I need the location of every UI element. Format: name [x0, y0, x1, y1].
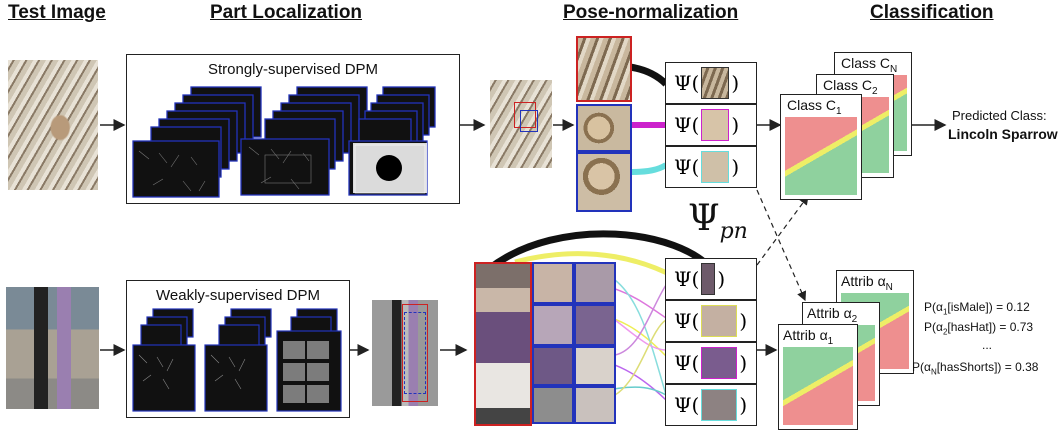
psi-thumb-person-3	[701, 347, 738, 379]
strongly-supervised-dpm-label: Strongly-supervised DPM	[207, 61, 379, 78]
psi-label: Ψ(	[674, 267, 700, 291]
psi-close: )	[731, 71, 740, 95]
psi-label: Ψ(	[674, 113, 700, 137]
psi-close: )	[739, 393, 748, 417]
predicted-class-value: Lincoln Sparrow	[948, 126, 1058, 142]
class-card-label: Class C	[841, 55, 891, 71]
prob-text: P(α	[924, 320, 943, 334]
prob-text: P(α	[912, 360, 931, 374]
psi-row-top-2: Ψ( )	[665, 104, 757, 146]
dpm-filter-stacks-top	[132, 86, 436, 198]
class-card-label: Class C	[787, 97, 837, 113]
psi-thumb-bird-1	[701, 67, 730, 99]
localized-people-image	[372, 300, 438, 406]
person-part-7	[532, 386, 574, 424]
psi-row-top-3: Ψ( )	[665, 146, 757, 188]
psi-close: )	[717, 267, 726, 291]
prob-sub: 1	[942, 307, 948, 317]
person-part-2	[574, 262, 616, 304]
prob-sub: 2	[942, 327, 948, 337]
psi-pn-symbol: Ψpn	[688, 198, 748, 244]
person-part-8	[574, 386, 616, 424]
psi-label: Ψ(	[674, 155, 700, 179]
attrib-card-label: Attrib α	[783, 327, 828, 343]
class-panel-1	[785, 117, 857, 195]
person-blue-boxes	[404, 312, 426, 394]
class-card-sub: 2	[872, 85, 878, 97]
psi-row-top-1: Ψ( )	[665, 62, 757, 104]
psi-pn-subscript: pn	[719, 219, 748, 244]
person-part-4	[574, 304, 616, 346]
bird-part-crop-1	[576, 36, 632, 102]
dpm-filter-stacks-bottom	[132, 308, 342, 412]
bird-blue-part-box	[520, 110, 538, 132]
prob-sub: N	[930, 367, 937, 377]
psi-label: Ψ(	[674, 351, 700, 375]
probability-line-3: ...	[982, 338, 992, 352]
weakly-supervised-dpm-panel: Weakly-supervised DPM	[126, 280, 350, 418]
weakly-supervised-dpm-label: Weakly-supervised DPM	[156, 287, 320, 304]
person-part-5	[532, 346, 574, 386]
header-classification: Classification	[870, 2, 994, 23]
attrib-card-label: Attrib α	[807, 305, 852, 321]
psi-label: Ψ(	[674, 393, 700, 417]
prob-text: ...	[982, 338, 993, 352]
prob-rest: [isMale]) = 0.12	[947, 300, 1030, 314]
class-card-ellipsis: ...	[836, 76, 848, 92]
psi-close: )	[731, 113, 740, 137]
prob-rest: [hasHat]) = 0.73	[947, 320, 1034, 334]
attrib-card-label: Attrib α	[841, 273, 886, 289]
psi-label: Ψ(	[674, 71, 700, 95]
bird-red-part-box	[514, 102, 536, 128]
psi-row-bottom-1: Ψ( )	[665, 258, 757, 300]
prob-rest: [hasShorts]) = 0.38	[936, 360, 1039, 374]
header-test-image: Test Image	[8, 2, 106, 23]
class-card-sub: 1	[836, 105, 842, 117]
psi-close: )	[739, 351, 748, 375]
psi-thumb-bird-3	[701, 151, 730, 183]
psi-row-bottom-2: Ψ( )	[665, 300, 757, 342]
psi-label: Ψ(	[674, 309, 700, 333]
psi-thumb-bird-2	[701, 109, 730, 141]
person-full-crop	[474, 262, 532, 426]
test-image-people	[6, 287, 99, 409]
psi-row-bottom-3: Ψ( )	[665, 342, 757, 384]
probability-line-4: P(αN[hasShorts]) = 0.38	[912, 360, 1038, 376]
psi-row-bottom-4: Ψ( )	[665, 384, 757, 426]
psi-thumb-person-4	[701, 389, 738, 421]
bird-part-crop-3	[576, 152, 632, 212]
psi-close: )	[731, 155, 740, 179]
attrib-panel-1	[783, 347, 853, 425]
person-part-6	[574, 346, 616, 386]
localized-bird-image	[490, 80, 552, 168]
psi-pn-main: Ψ	[688, 198, 720, 239]
psi-close: )	[739, 309, 748, 333]
person-parts-grid	[532, 262, 616, 424]
attrib-card-sub: 1	[827, 335, 834, 347]
strongly-supervised-dpm-panel: Strongly-supervised DPM	[126, 54, 460, 204]
class-card-1: Class C1	[780, 94, 862, 200]
person-part-3	[532, 304, 574, 346]
header-pose-normalization: Pose-normalization	[563, 2, 739, 23]
header-part-localization: Part Localization	[210, 2, 363, 23]
attrib-card-1: Attrib α1	[778, 324, 858, 430]
probability-line-1: P(α1[isMale]) = 0.12	[924, 300, 1030, 316]
person-part-1	[532, 262, 574, 304]
attrib-card-ellipsis: ...	[842, 292, 854, 308]
predicted-class-label: Predicted Class:	[952, 108, 1047, 123]
prob-text: P(α	[924, 300, 943, 314]
attrib-card-sub: N	[885, 281, 893, 293]
psi-thumb-person-2	[701, 305, 738, 337]
test-image-bird	[8, 60, 98, 190]
bird-part-crop-2	[576, 104, 632, 152]
class-card-label: Class C	[823, 77, 873, 93]
probability-line-2: P(α2[hasHat]) = 0.73	[924, 320, 1033, 336]
psi-thumb-person-1	[701, 263, 716, 295]
person-red-box	[402, 304, 428, 402]
attrib-card-sub: 2	[851, 313, 858, 325]
class-card-sub: N	[890, 63, 898, 75]
